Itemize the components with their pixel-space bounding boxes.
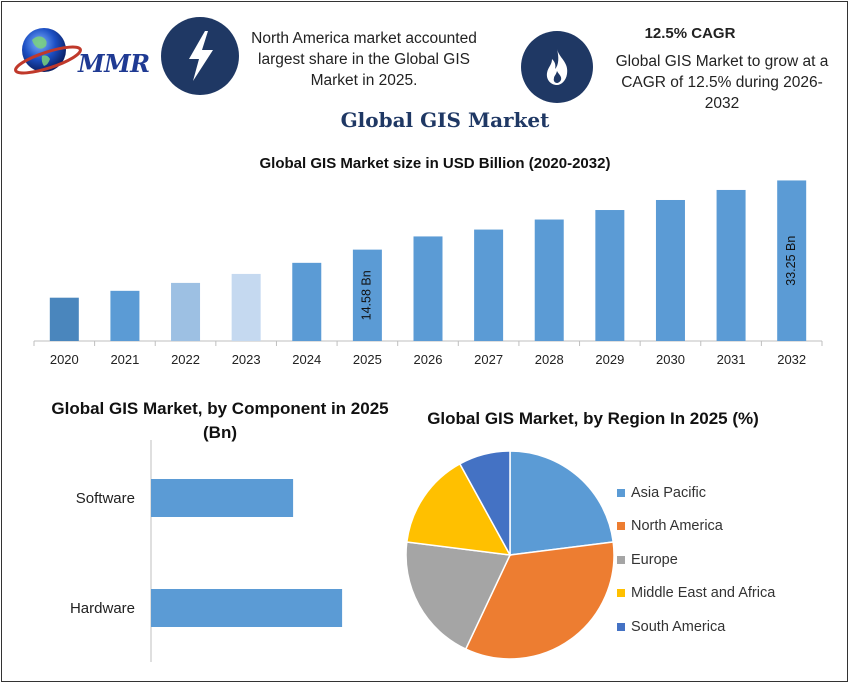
x-tick-label: 2026: [414, 352, 443, 367]
x-tick-label: 2025: [353, 352, 382, 367]
bar-2028: [534, 219, 564, 341]
x-tick-label: 2030: [656, 352, 685, 367]
data-label: 14.58 Bn: [360, 270, 374, 320]
bar-2030: [655, 199, 685, 341]
legend-label: Asia Pacific: [631, 484, 706, 501]
legend-item: Middle East and Africa: [617, 577, 775, 611]
bar-2027: [474, 229, 504, 341]
cagr-callout: Global GIS Market to grow at a CAGR of 1…: [615, 53, 829, 112]
hbar-software: [151, 479, 294, 517]
pie-slice-south-america: [458, 450, 511, 556]
flame-icon: [521, 31, 593, 103]
globe-icon: [22, 28, 66, 72]
hbar-category-label: Software: [76, 490, 135, 507]
component-bar-chart: Software Hardware: [70, 440, 343, 662]
hbar-hardware: [151, 589, 343, 627]
component-chart-title: Global GIS Market, by Component in 2025 …: [51, 399, 389, 442]
pie-slice-middle-east-and-africa: [405, 462, 512, 556]
bar-2026: [413, 236, 443, 341]
pie-slice-europe: [405, 541, 512, 651]
x-tick-label: 2032: [777, 352, 806, 367]
lightning-icon: [161, 17, 239, 95]
bar-2023: [231, 273, 261, 341]
x-tick-label: 2029: [595, 352, 624, 367]
mmr-logo: [14, 28, 82, 75]
pie-legend: Asia Pacific North America Europe Middle Ea…: [617, 476, 775, 644]
data-label: 33.25 Bn: [784, 236, 798, 286]
legend-swatch: [617, 622, 625, 631]
logo-text: MMR: [78, 49, 150, 78]
legend-swatch: [617, 589, 625, 598]
legend-item: Asia Pacific: [617, 476, 775, 510]
pie-slice-asia-pacific: [509, 450, 615, 556]
x-tick-label: 2028: [535, 352, 564, 367]
legend-label: Europe: [631, 551, 678, 568]
legend-label: North America: [631, 518, 723, 535]
bar-2031: [716, 189, 746, 341]
bar-2025: [352, 249, 382, 341]
region-pie-chart: [405, 450, 615, 660]
x-tick-label: 2027: [474, 352, 503, 367]
bar-2022: [171, 282, 201, 341]
x-tick-label: 2024: [292, 352, 321, 367]
legend-label: South America: [631, 618, 726, 635]
region-chart-title: Global GIS Market, by Region In 2025 (%): [427, 409, 759, 428]
x-tick-label: 2031: [717, 352, 746, 367]
hbar-category-label: Hardware: [70, 600, 135, 617]
legend-swatch: [617, 555, 625, 564]
bar-chart-title: Global GIS Market size in USD Billion (2…: [259, 155, 611, 172]
x-tick-label: 2022: [171, 352, 200, 367]
x-tick-label: 2020: [50, 352, 79, 367]
bar-2020: [49, 297, 79, 341]
legend-swatch: [617, 488, 625, 497]
market-size-bar-chart: 2020 2021 2022 2023 2024 2025 14.58 Bn 2026 2027…: [33, 180, 823, 367]
north-america-callout: North America market accounted largest s…: [251, 30, 477, 89]
bar-2032: [777, 180, 807, 341]
legend-item: North America: [617, 510, 775, 544]
legend-swatch: [617, 522, 625, 531]
bar-2021: [110, 290, 140, 341]
cagr-title: 12.5% CAGR: [644, 25, 736, 42]
legend-item: South America: [617, 610, 775, 644]
main-title: Global GIS Market: [340, 108, 550, 132]
legend-item: Europe: [617, 543, 775, 577]
legend-label: Middle East and Africa: [631, 585, 776, 602]
x-tick-label: 2023: [232, 352, 261, 367]
bar-2029: [595, 210, 625, 341]
x-tick-label: 2021: [110, 352, 139, 367]
bar-2024: [292, 262, 322, 341]
